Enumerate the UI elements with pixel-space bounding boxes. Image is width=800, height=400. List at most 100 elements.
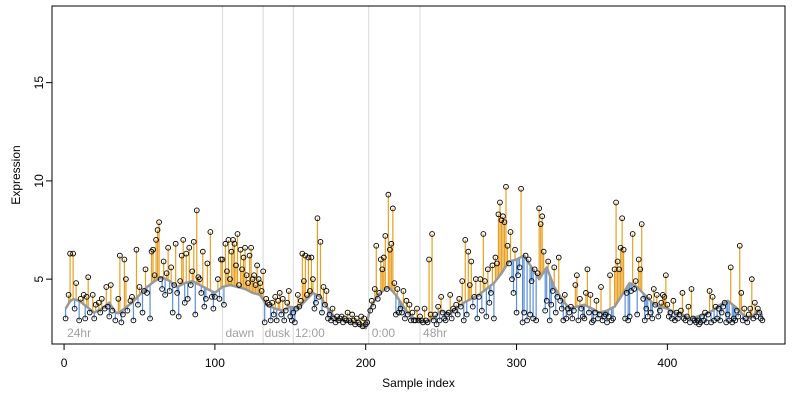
data-point [142, 266, 149, 273]
data-point [623, 290, 630, 296]
data-point [447, 292, 454, 298]
data-point [380, 254, 387, 261]
data-point [745, 311, 752, 318]
data-point [456, 295, 463, 302]
data-point [751, 299, 758, 306]
data-point [500, 213, 506, 220]
data-point [204, 260, 211, 267]
data-point [222, 240, 229, 247]
data-point [531, 266, 538, 273]
data-point [527, 311, 533, 318]
data-point [632, 278, 639, 284]
data-point [670, 297, 677, 304]
data-point [62, 315, 69, 322]
data-point [619, 215, 625, 222]
data-point [438, 293, 444, 300]
data-point [107, 282, 114, 288]
data-point [424, 319, 431, 326]
data-point [109, 307, 116, 314]
data-point [129, 293, 135, 300]
annotation-label: dusk [265, 326, 291, 340]
data-point [77, 295, 84, 302]
data-point [459, 278, 466, 284]
data-point [216, 295, 223, 302]
data-point [260, 268, 267, 275]
data-point [311, 305, 318, 312]
data-point [406, 301, 413, 308]
data-point [492, 254, 499, 261]
data-point [521, 309, 527, 316]
data-point [246, 252, 253, 259]
data-point [684, 313, 690, 320]
data-point [664, 301, 671, 308]
data-point [97, 309, 104, 316]
data-point [316, 293, 322, 300]
data-point [549, 288, 556, 294]
data-point [590, 317, 597, 324]
data-point [147, 315, 153, 322]
data-point [403, 297, 410, 304]
data-point [593, 297, 600, 304]
data-point [106, 313, 113, 320]
data-point [157, 276, 164, 283]
data-point [273, 317, 280, 324]
data-point [414, 305, 420, 312]
data-point [733, 307, 740, 314]
data-point [85, 274, 92, 281]
data-point [207, 229, 214, 235]
data-point [518, 185, 524, 192]
y-tick-label: 5 [32, 275, 46, 282]
data-point [592, 309, 598, 316]
data-point [488, 290, 494, 296]
data-point [747, 305, 754, 312]
data-point [210, 305, 217, 312]
annotation-label: 48hr [423, 326, 447, 340]
data-point [439, 309, 446, 316]
data-point [432, 311, 438, 318]
data-point [574, 272, 580, 279]
data-point [753, 313, 760, 320]
data-point [89, 292, 96, 298]
data-point [715, 305, 722, 312]
data-point [613, 199, 619, 206]
data-point [727, 264, 734, 271]
data-point [251, 272, 257, 279]
data-point [86, 309, 93, 316]
data-point [646, 293, 653, 300]
data-point [658, 299, 665, 306]
data-point [272, 293, 279, 300]
data-point [144, 290, 150, 296]
data-point [323, 288, 330, 294]
data-point [649, 315, 656, 322]
data-point [483, 313, 490, 320]
data-point [221, 301, 227, 308]
data-point [525, 256, 532, 263]
data-point [361, 315, 368, 322]
data-point [604, 319, 610, 326]
data-point [570, 307, 577, 314]
data-point [294, 292, 301, 298]
data-point [706, 288, 713, 294]
data-point [524, 317, 530, 324]
data-point [136, 284, 143, 290]
data-point [181, 299, 188, 306]
data-point [320, 284, 327, 290]
data-point [667, 309, 674, 316]
data-point [736, 242, 743, 249]
data-point [581, 315, 588, 322]
data-point [650, 286, 657, 292]
data-point [154, 227, 161, 233]
data-point [180, 236, 187, 243]
data-point [519, 319, 526, 326]
data-point [577, 295, 583, 302]
data-point [65, 292, 72, 298]
data-point [83, 293, 90, 300]
data-point [687, 319, 693, 326]
data-point [542, 307, 549, 314]
data-point [267, 317, 274, 324]
data-point [390, 205, 396, 212]
data-point [436, 317, 443, 324]
data-point [183, 250, 190, 257]
data-point [234, 231, 241, 237]
